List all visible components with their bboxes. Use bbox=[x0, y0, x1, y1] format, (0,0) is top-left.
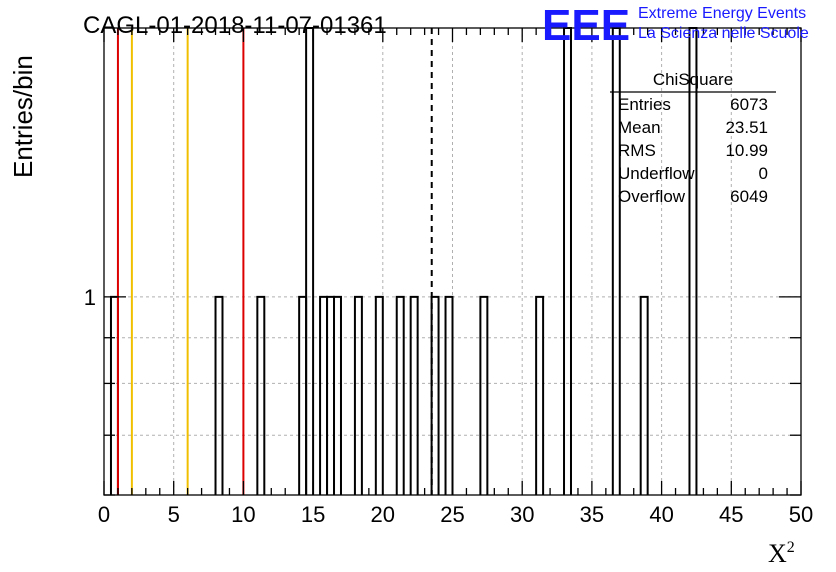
histogram-bin bbox=[639, 295, 649, 495]
histogram-bin bbox=[535, 295, 545, 495]
stats-label-underflow: Underflow bbox=[618, 164, 695, 183]
stats-label-entries: Entries bbox=[618, 95, 671, 114]
stats-label-mean: Mean bbox=[618, 118, 661, 137]
y-tick-label: 1 bbox=[84, 285, 96, 310]
logo-mark: EEE bbox=[542, 1, 630, 50]
x-tick-label: 0 bbox=[98, 502, 110, 527]
histogram-bin bbox=[444, 295, 454, 495]
histogram-bin bbox=[395, 295, 405, 495]
x-tick-label: 35 bbox=[580, 502, 604, 527]
stats-value-overflow: 6049 bbox=[730, 187, 768, 206]
x-tick-label: 30 bbox=[510, 502, 534, 527]
x-tick-label: 25 bbox=[440, 502, 464, 527]
stats-label-overflow: Overflow bbox=[618, 187, 686, 206]
x-tick-label: 10 bbox=[231, 502, 255, 527]
run-title: CAGL-01-2018-11-07-01361 bbox=[83, 12, 387, 39]
histogram-bin bbox=[409, 295, 419, 495]
reference-lines bbox=[116, 28, 433, 495]
stats-box: ChiSquare Entries 6073 Mean 23.51 RMS 10… bbox=[610, 70, 776, 206]
x-axis-label: X2 bbox=[768, 539, 795, 568]
x-tick-label: 20 bbox=[371, 502, 395, 527]
x-tick-label: 40 bbox=[649, 502, 673, 527]
x-tick-label: 50 bbox=[789, 502, 813, 527]
histogram-bin bbox=[479, 295, 489, 495]
stats-value-entries: 6073 bbox=[730, 95, 768, 114]
logo-line-1: Extreme Energy Events bbox=[638, 5, 806, 22]
stats-value-underflow: 0 bbox=[759, 164, 768, 183]
y-axis-label: Entries/bin bbox=[8, 55, 38, 178]
x-tick-label: 45 bbox=[719, 502, 743, 527]
logo-line-2: La Scienza nelle Scuole bbox=[638, 25, 809, 42]
stats-label-rms: RMS bbox=[618, 141, 656, 160]
histogram-bin bbox=[353, 295, 363, 495]
eee-logo: EEE Extreme Energy Events La Scienza nel… bbox=[542, 1, 809, 50]
tick-labels: 0 5 10 15 20 25 30 35 40 45 50 1 bbox=[84, 285, 813, 527]
histogram-bin bbox=[256, 295, 266, 495]
histogram-bin bbox=[374, 295, 384, 495]
x-tick-label: 15 bbox=[301, 502, 325, 527]
stats-title: ChiSquare bbox=[653, 70, 733, 89]
histogram-bin bbox=[333, 295, 342, 495]
stats-value-rms: 10.99 bbox=[725, 141, 768, 160]
axis-ticks bbox=[103, 27, 802, 496]
histogram-bin bbox=[214, 295, 224, 495]
stats-value-mean: 23.51 bbox=[725, 118, 768, 137]
x-tick-label: 5 bbox=[168, 502, 180, 527]
